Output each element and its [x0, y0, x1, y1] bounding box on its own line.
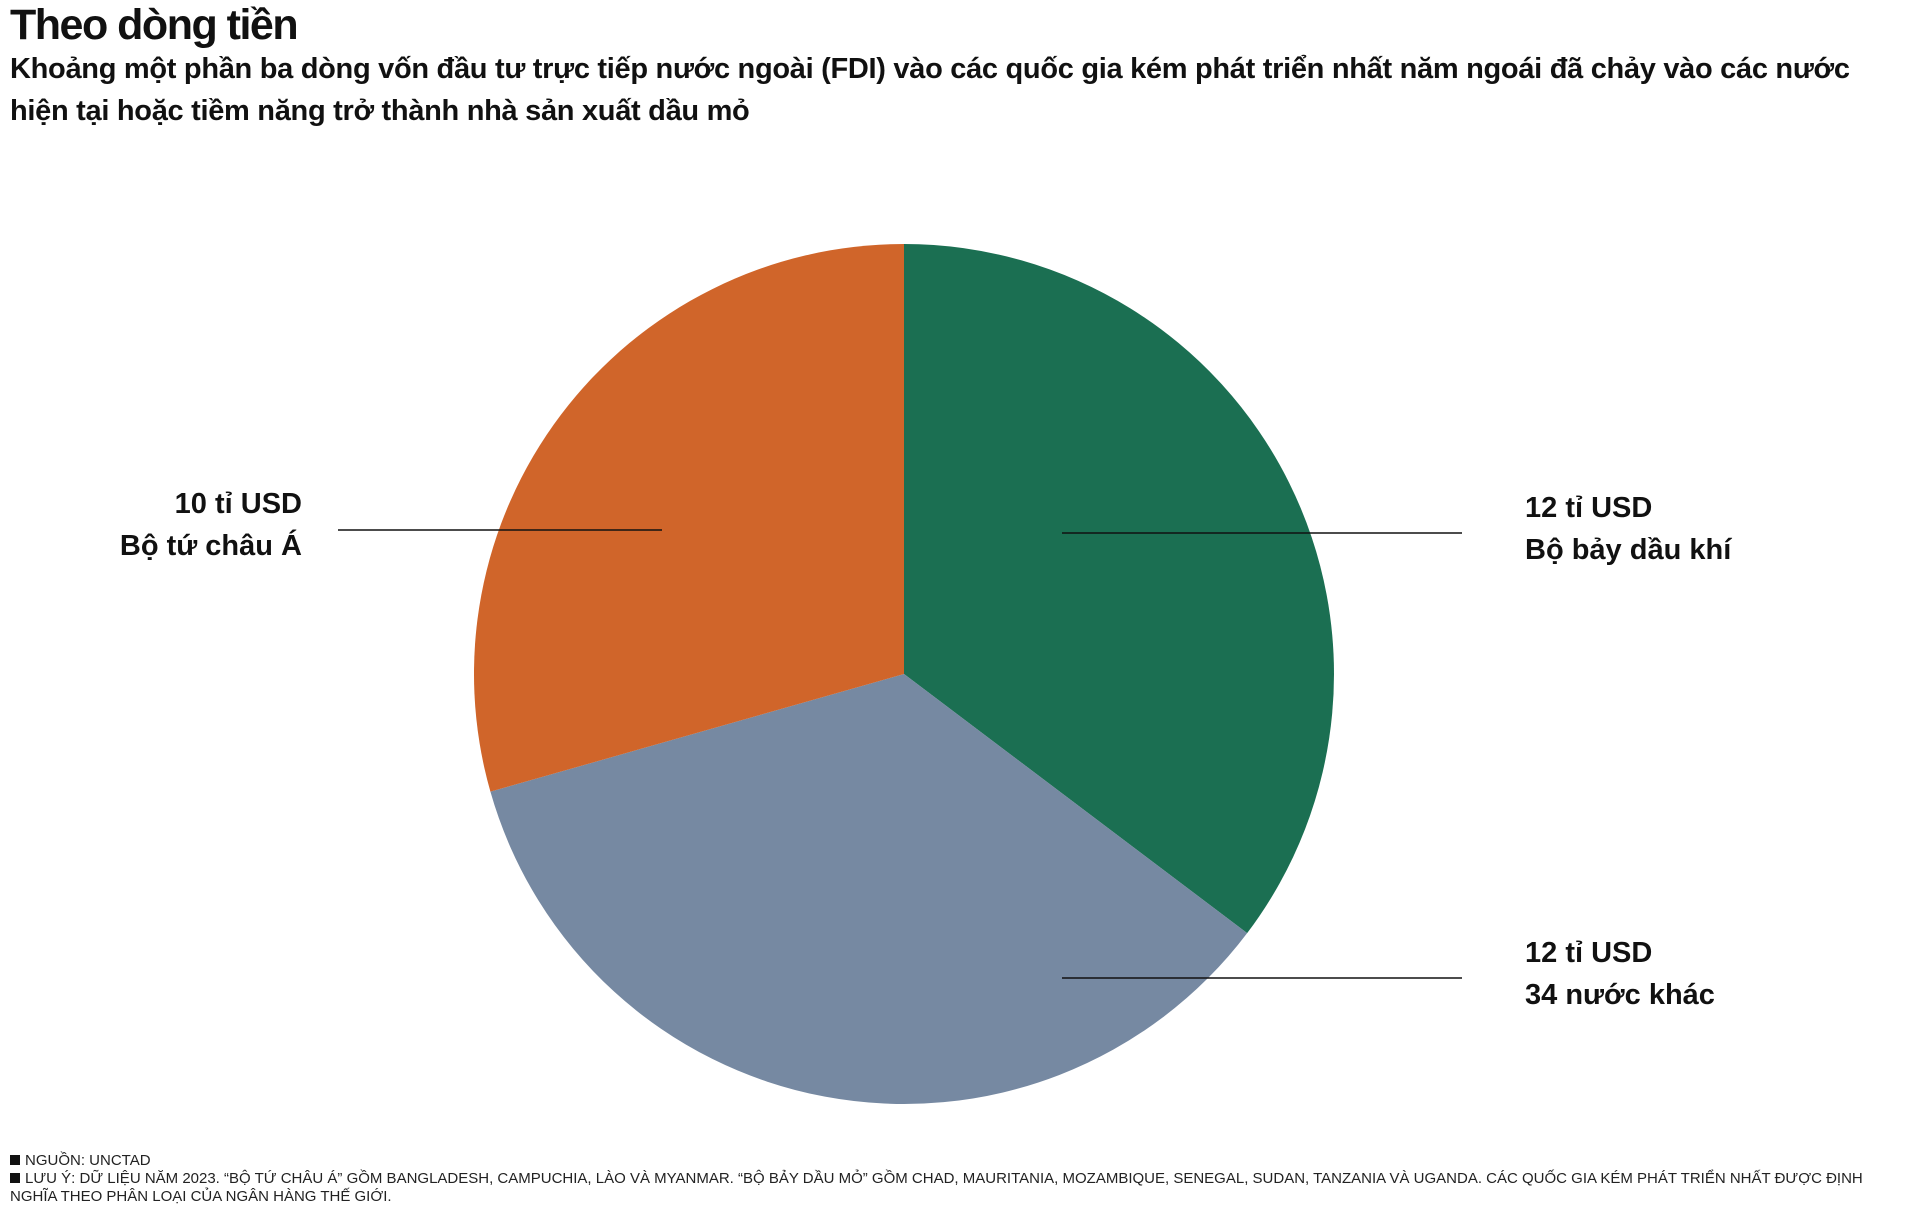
- slice-name-label: Bộ tứ châu Á: [120, 528, 302, 562]
- bullet-square-icon: [10, 1155, 20, 1165]
- slice-name-label: 34 nước khác: [1525, 979, 1715, 1011]
- pie-slice: [490, 674, 1248, 1105]
- chart-footer: NGUỒN: UNCTAD LƯU Ý: DỮ LIỆU NĂM 2023. “…: [10, 1152, 1900, 1206]
- pie-slice: [473, 244, 904, 792]
- slice-name-label: Bộ bảy dầu khí: [1525, 534, 1732, 566]
- methodology-note: LƯU Ý: DỮ LIỆU NĂM 2023. “BỘ TỨ CHÂU Á” …: [10, 1170, 1900, 1206]
- note-text: LƯU Ý: DỮ LIỆU NĂM 2023. “BỘ TỨ CHÂU Á” …: [10, 1170, 1863, 1205]
- chart-subtitle: Khoảng một phần ba dòng vốn đầu tư trực …: [10, 53, 1850, 127]
- pie-slice: [904, 244, 1335, 934]
- slice-value-label: 12 tỉ USD: [1525, 492, 1652, 524]
- slice-labels: 12 tỉ USD Bộ bảy dầu khí 12 tỉ USD 34 nước …: [120, 488, 1732, 1011]
- slice-value-label: 12 tỉ USD: [1525, 937, 1652, 969]
- slice-value-label: 10 tỉ USD: [175, 488, 302, 520]
- pie-slices: [473, 244, 1335, 1105]
- chart-title: Theo dòng tiền: [10, 1, 299, 49]
- source-text: NGUỒN: UNCTAD: [25, 1152, 151, 1169]
- source-note: NGUỒN: UNCTAD: [10, 1152, 1900, 1170]
- leader-lines: [338, 529, 1462, 979]
- bullet-square-icon: [10, 1173, 20, 1183]
